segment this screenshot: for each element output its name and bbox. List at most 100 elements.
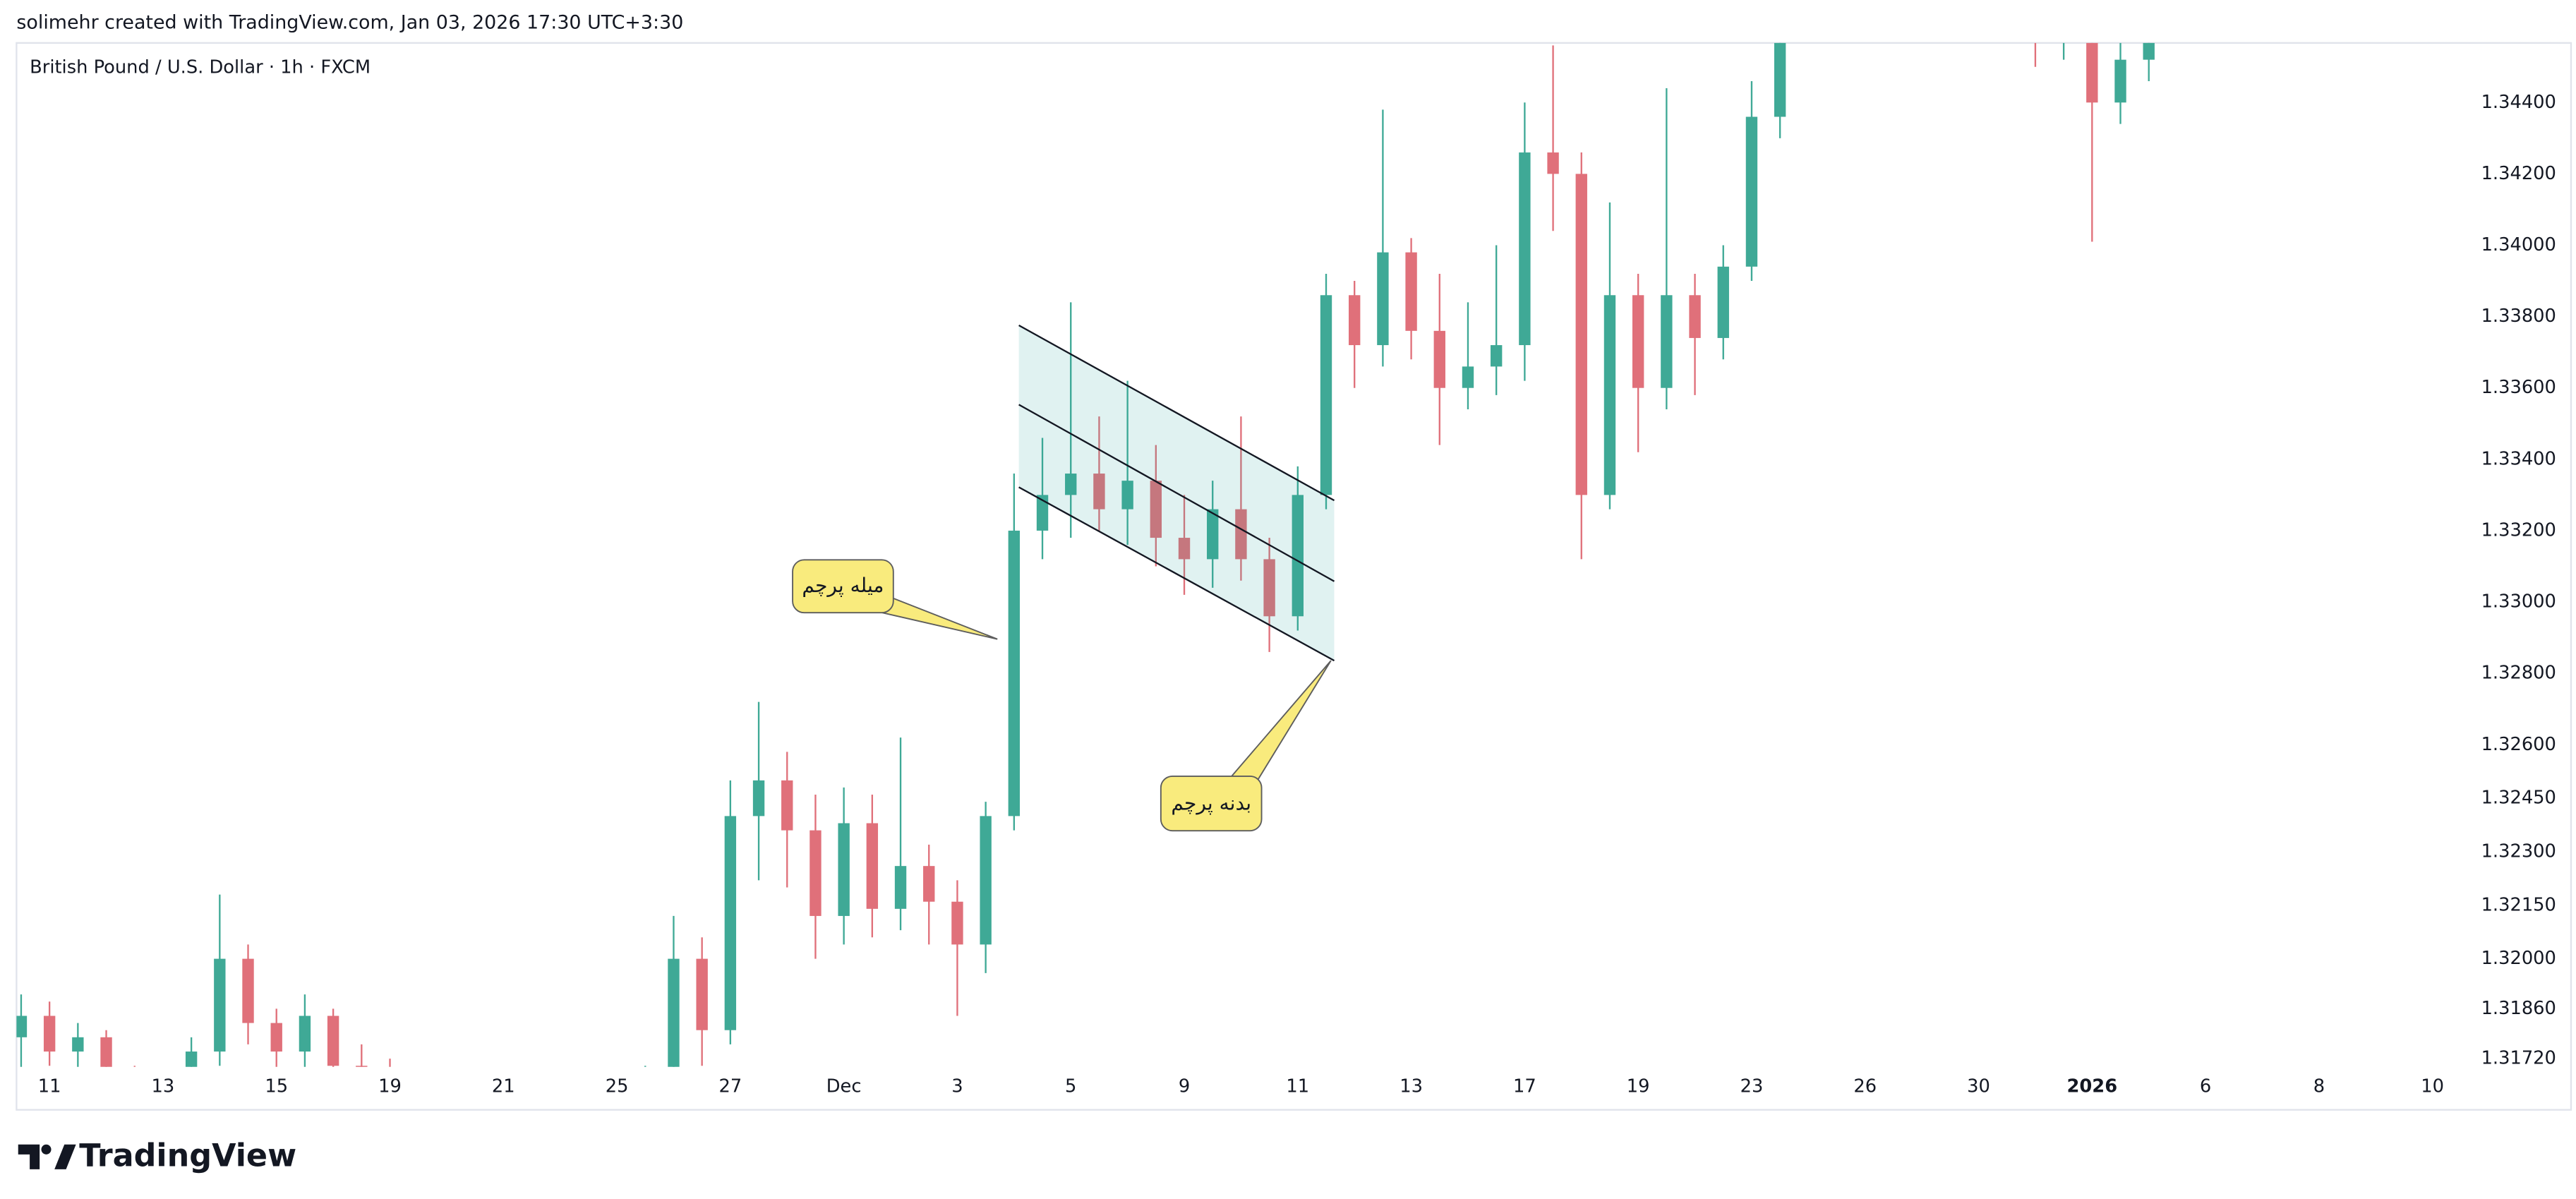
y-tick-label: 1.32600 [2481, 734, 2556, 755]
candle-body [2058, 17, 2069, 31]
channel-upper [1018, 325, 1335, 502]
x-tick-label: 30 [1967, 1076, 1990, 1097]
x-tick-label: 25 [606, 1076, 629, 1097]
candle-body [214, 958, 226, 1052]
chart-frame [16, 42, 2572, 1111]
header-credit: solimehr created with TradingView.com, J… [16, 11, 683, 33]
logo-mark [41, 1144, 52, 1155]
candle-body [1178, 538, 1191, 560]
channel-lower [1018, 486, 1335, 662]
y-tick-label: 1.32800 [2481, 663, 2556, 684]
flag-drawing [1018, 325, 1335, 662]
candle-body [1661, 295, 1673, 388]
y-tick-label: 1.31720 [2481, 1048, 2556, 1069]
candle-body [809, 830, 821, 916]
candle-body [1377, 252, 1389, 346]
callout-text: میله پرچم [802, 574, 884, 597]
y-tick-label: 1.34200 [2481, 163, 2556, 184]
candle-body [1320, 295, 1332, 495]
candle-body [1519, 152, 1531, 346]
logo-mark [54, 1144, 76, 1169]
x-tick-label: 5 [1065, 1076, 1076, 1097]
x-tick-label: 19 [1627, 1076, 1650, 1097]
callout-text: بدنه پرچم [1171, 792, 1251, 815]
candle-body [185, 1052, 198, 1067]
x-tick-label: 11 [38, 1076, 61, 1097]
candle-body [43, 1016, 56, 1052]
candle-body [129, 1080, 140, 1101]
candle-body [327, 1016, 339, 1066]
x-tick-label: 3 [951, 1076, 963, 1097]
x-tick-label: Dec [826, 1076, 862, 1097]
candle-body [2143, 42, 2155, 60]
candle-body [270, 1023, 282, 1052]
candle-body [1093, 474, 1105, 510]
candle-body [72, 1037, 84, 1052]
y-tick-label: 1.31860 [2481, 998, 2556, 1019]
candle-body [639, 1080, 651, 1108]
candle-body [1263, 559, 1275, 617]
candle-body [1235, 509, 1247, 560]
tradingview-logo: TradingView [18, 1138, 296, 1174]
candle-body [781, 780, 793, 831]
candle-body [1462, 366, 1474, 388]
callout-pole: میله پرچم [792, 559, 998, 640]
candle-body [1405, 252, 1417, 331]
x-tick-label: 23 [1740, 1076, 1764, 1097]
callout-body: بدنه پرچم [1160, 660, 1332, 832]
y-tick-label: 1.33800 [2481, 306, 2556, 327]
x-tick-label: 15 [265, 1076, 288, 1097]
candles [16, 0, 2155, 1137]
y-tick-label: 1.33200 [2481, 519, 2556, 541]
candle-body [1689, 295, 1701, 338]
symbol-title: British Pound / U.S. Dollar · 1h · FXCM [30, 56, 371, 78]
y-tick-label: 1.34400 [2481, 92, 2556, 113]
candle-body [16, 1016, 28, 1037]
candle-body [1008, 530, 1021, 817]
callout-box [1160, 775, 1263, 832]
candle-body [1121, 481, 1133, 510]
candle-body [526, 1116, 537, 1130]
candle-body [1065, 474, 1077, 495]
logo-mark [18, 1144, 40, 1169]
x-tick-label: 19 [378, 1076, 402, 1097]
candle-body [1349, 295, 1361, 346]
candle-body [1575, 174, 1587, 495]
x-tick-label: 8 [2313, 1076, 2325, 1097]
candle-body [469, 1123, 481, 1137]
candle-body [1292, 495, 1304, 617]
candle-body [980, 816, 992, 945]
x-tick-label: 6 [2200, 1076, 2211, 1097]
candle-body [2030, 0, 2041, 31]
candle-body [413, 1095, 424, 1116]
candle-body [951, 901, 963, 945]
candle-body [1717, 266, 1729, 338]
candle-body [2086, 42, 2098, 103]
candle-body [894, 866, 907, 909]
candle-body [1433, 330, 1445, 388]
candle-body [1774, 42, 1786, 117]
candle-body [1547, 152, 1559, 174]
y-tick-label: 1.32300 [2481, 840, 2556, 862]
candle-body [838, 823, 850, 916]
x-tick-label: 2026 [2067, 1076, 2118, 1097]
x-tick-label: 21 [492, 1076, 515, 1097]
candle-body [696, 958, 708, 1030]
candle-body [1632, 295, 1644, 388]
candle-body [356, 1066, 368, 1067]
candle-body [1490, 345, 1503, 367]
x-tick-label: 10 [2421, 1076, 2444, 1097]
candle-body [1207, 509, 1219, 560]
candle-body [2114, 59, 2126, 103]
candle-body [752, 780, 765, 817]
candle-body [1036, 495, 1049, 531]
x-tick-label: 9 [1179, 1076, 1190, 1097]
x-tick-label: 27 [719, 1076, 742, 1097]
candle-body [668, 958, 680, 1067]
candle-body [866, 823, 879, 909]
y-tick-label: 1.33000 [2481, 591, 2556, 613]
candle-body [242, 958, 254, 1023]
callout-pointer [1229, 660, 1332, 785]
x-tick-label: 26 [1853, 1076, 1877, 1097]
